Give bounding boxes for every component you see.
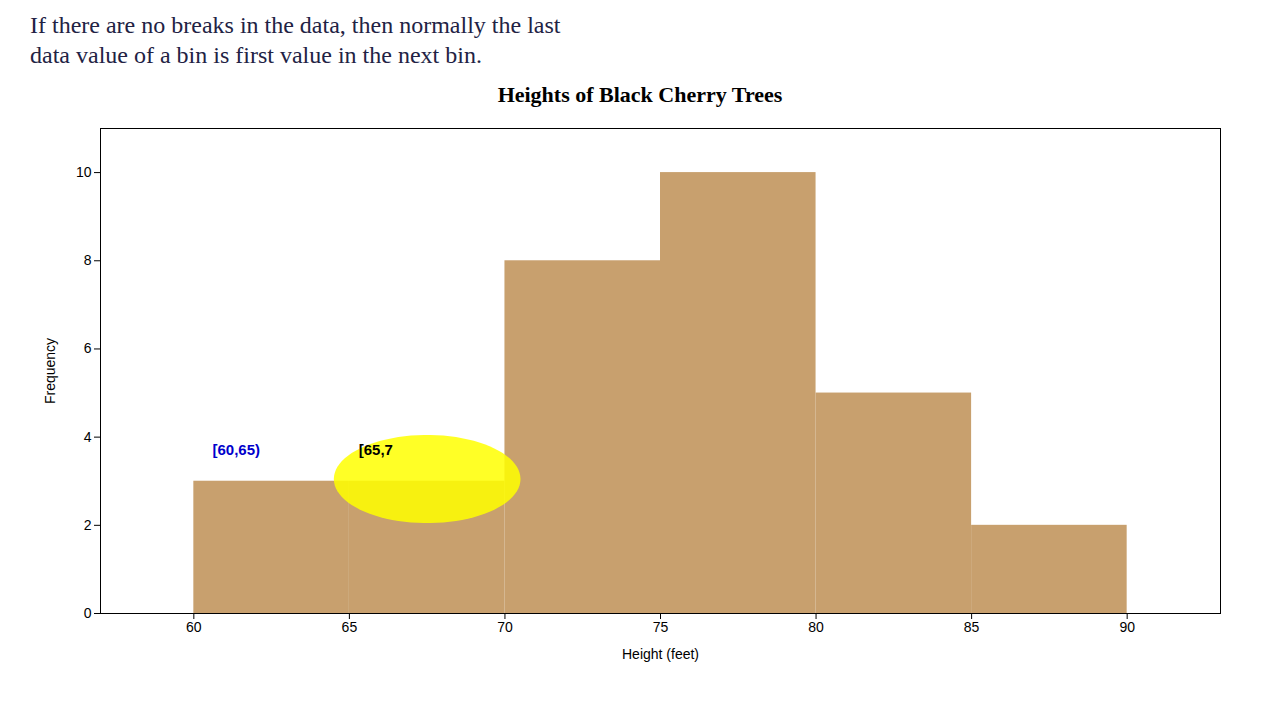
svg-text:2: 2 — [84, 517, 92, 533]
svg-text:[65,7: [65,7 — [359, 441, 393, 458]
svg-text:Frequency: Frequency — [42, 338, 58, 404]
svg-text:8: 8 — [84, 252, 92, 268]
svg-text:85: 85 — [964, 619, 980, 635]
html-text:Heights of Black Cherry Trees: Heights of Black Cherry Trees — [497, 82, 783, 107]
svg-text:10: 10 — [76, 164, 92, 180]
html-text:data value of a bin is first v: data value of a bin is first value in th… — [30, 42, 482, 68]
svg-text:90: 90 — [1119, 619, 1135, 635]
svg-text:[60,65): [60,65) — [213, 441, 261, 458]
svg-text:Height (feet): Height (feet) — [622, 646, 699, 662]
svg-text:80: 80 — [808, 619, 824, 635]
svg-text:0: 0 — [84, 605, 92, 621]
svg-text:75: 75 — [653, 619, 669, 635]
html-text:If there are no breaks in the: If there are no breaks in the data, then… — [30, 12, 561, 38]
svg-text:4: 4 — [84, 429, 92, 445]
svg-text:65: 65 — [342, 619, 358, 635]
svg-text:60: 60 — [186, 619, 202, 635]
svg-text:70: 70 — [497, 619, 513, 635]
svg-text:6: 6 — [84, 340, 92, 356]
